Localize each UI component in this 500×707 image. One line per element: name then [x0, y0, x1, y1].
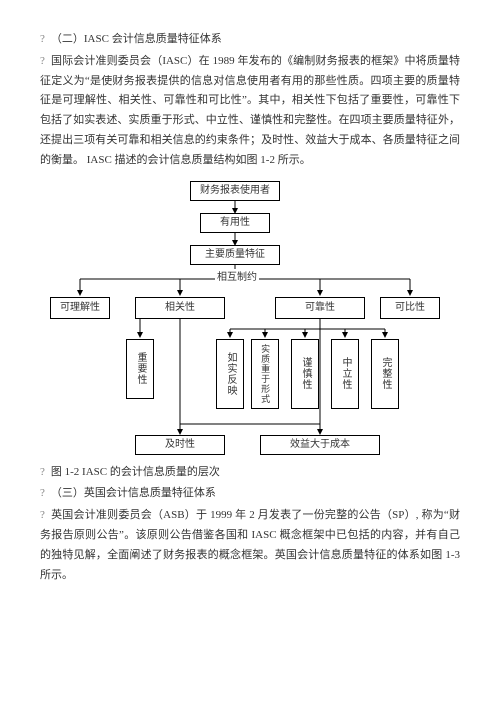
node-compare: 可比性	[380, 297, 440, 319]
section3-heading: ?（三）英国会计信息质量特征体系	[40, 484, 460, 504]
node-faithful: 如实反映	[216, 339, 244, 409]
section2-heading: ?（二）IASC 会计信息质量特征体系	[40, 30, 460, 50]
node-cost-benefit: 效益大于成本	[260, 435, 380, 455]
node-reliability: 可靠性	[275, 297, 365, 319]
node-users: 财务报表使用者	[190, 181, 280, 201]
figure-caption: ?图 1-2 IASC 的会计信息质量的层次	[40, 463, 460, 483]
node-prudence: 谨慎性	[291, 339, 319, 409]
node-neutral: 中立性	[331, 339, 359, 409]
node-useful: 有用性	[200, 213, 270, 233]
section2-body: ?国际会计准则委员会（IASC）在 1989 年发布的《编制财务报表的框架》中将…	[40, 52, 460, 171]
node-timeliness: 及时性	[135, 435, 225, 455]
node-relevance: 相关性	[135, 297, 225, 319]
label-constraint: 相互制约	[215, 269, 259, 287]
node-substance: 实质重于形式	[251, 339, 279, 409]
node-importance: 重要性	[126, 339, 154, 399]
node-complete: 完整性	[371, 339, 399, 409]
iasc-diagram: 财务报表使用者 有用性 主要质量特征 相互制约 可理解性 相关性 可靠性 可比性…	[40, 179, 460, 459]
node-understand: 可理解性	[50, 297, 110, 319]
section3-body: ?英国会计准则委员会（ASB）于 1999 年 2 月发表了一份完整的公告（SP…	[40, 506, 460, 585]
node-main-char: 主要质量特征	[190, 245, 280, 265]
